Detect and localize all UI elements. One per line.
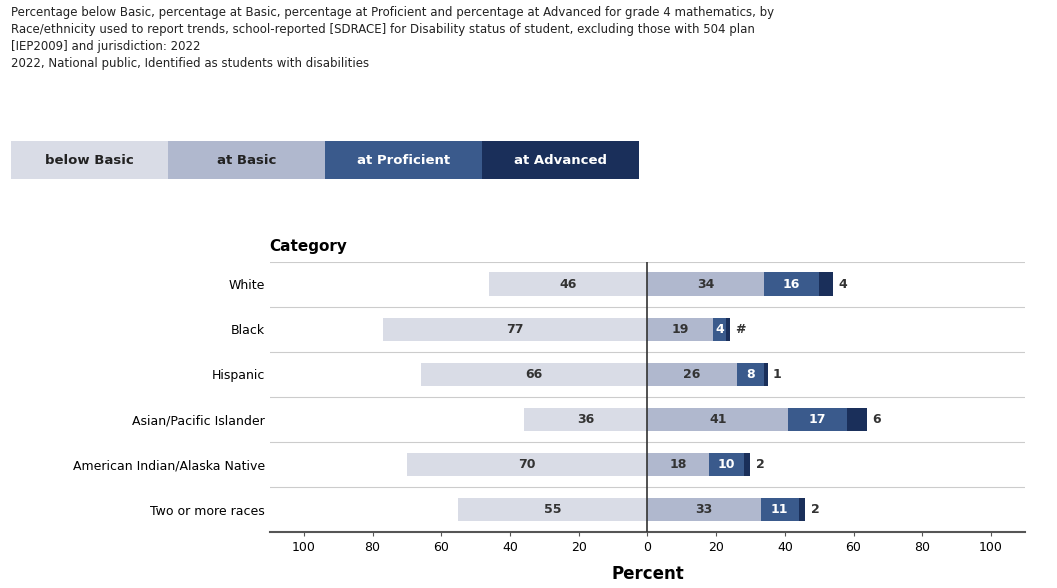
X-axis label: Percent: Percent: [611, 565, 684, 583]
Text: 26: 26: [684, 368, 701, 381]
Bar: [407, 453, 647, 476]
Text: 41: 41: [709, 413, 726, 426]
Bar: [743, 453, 750, 476]
Bar: [764, 363, 767, 386]
Bar: [459, 498, 647, 522]
Text: at Proficient: at Proficient: [357, 153, 450, 167]
Bar: [761, 498, 798, 522]
Text: at Advanced: at Advanced: [515, 153, 608, 167]
Text: 17: 17: [809, 413, 827, 426]
Text: 19: 19: [671, 323, 689, 336]
Text: at Basic: at Basic: [217, 153, 276, 167]
Bar: [737, 363, 764, 386]
Bar: [647, 407, 789, 431]
Text: 66: 66: [525, 368, 542, 381]
Bar: [726, 318, 729, 341]
Text: Percentage below Basic, percentage at Basic, percentage at Proficient and percen: Percentage below Basic, percentage at Ba…: [11, 6, 774, 70]
Bar: [647, 453, 709, 476]
Text: 36: 36: [577, 413, 594, 426]
Bar: [789, 407, 847, 431]
Bar: [712, 318, 726, 341]
Bar: [489, 272, 647, 296]
Text: #: #: [735, 323, 745, 336]
Bar: [709, 453, 743, 476]
Text: 4: 4: [838, 278, 847, 290]
Bar: [647, 272, 764, 296]
Text: 77: 77: [506, 323, 524, 336]
Text: 1: 1: [773, 368, 781, 381]
Bar: [764, 272, 819, 296]
Text: 6: 6: [872, 413, 882, 426]
Bar: [647, 498, 761, 522]
Text: 33: 33: [696, 503, 712, 516]
Text: 2: 2: [811, 503, 819, 516]
Text: Category: Category: [270, 239, 348, 253]
Text: below Basic: below Basic: [44, 153, 133, 167]
Text: 2: 2: [756, 458, 764, 471]
Text: 8: 8: [746, 368, 755, 381]
Text: 18: 18: [670, 458, 687, 471]
Text: 16: 16: [783, 278, 800, 290]
Text: 11: 11: [771, 503, 789, 516]
Bar: [647, 363, 737, 386]
Bar: [647, 318, 712, 341]
Text: 34: 34: [698, 278, 715, 290]
Bar: [383, 318, 647, 341]
Text: 4: 4: [716, 323, 724, 336]
Bar: [847, 407, 867, 431]
Bar: [421, 363, 647, 386]
Text: 10: 10: [718, 458, 736, 471]
Bar: [798, 498, 805, 522]
Text: 55: 55: [544, 503, 561, 516]
Text: 70: 70: [518, 458, 536, 471]
Bar: [819, 272, 833, 296]
Text: 46: 46: [560, 278, 577, 290]
Bar: [523, 407, 647, 431]
